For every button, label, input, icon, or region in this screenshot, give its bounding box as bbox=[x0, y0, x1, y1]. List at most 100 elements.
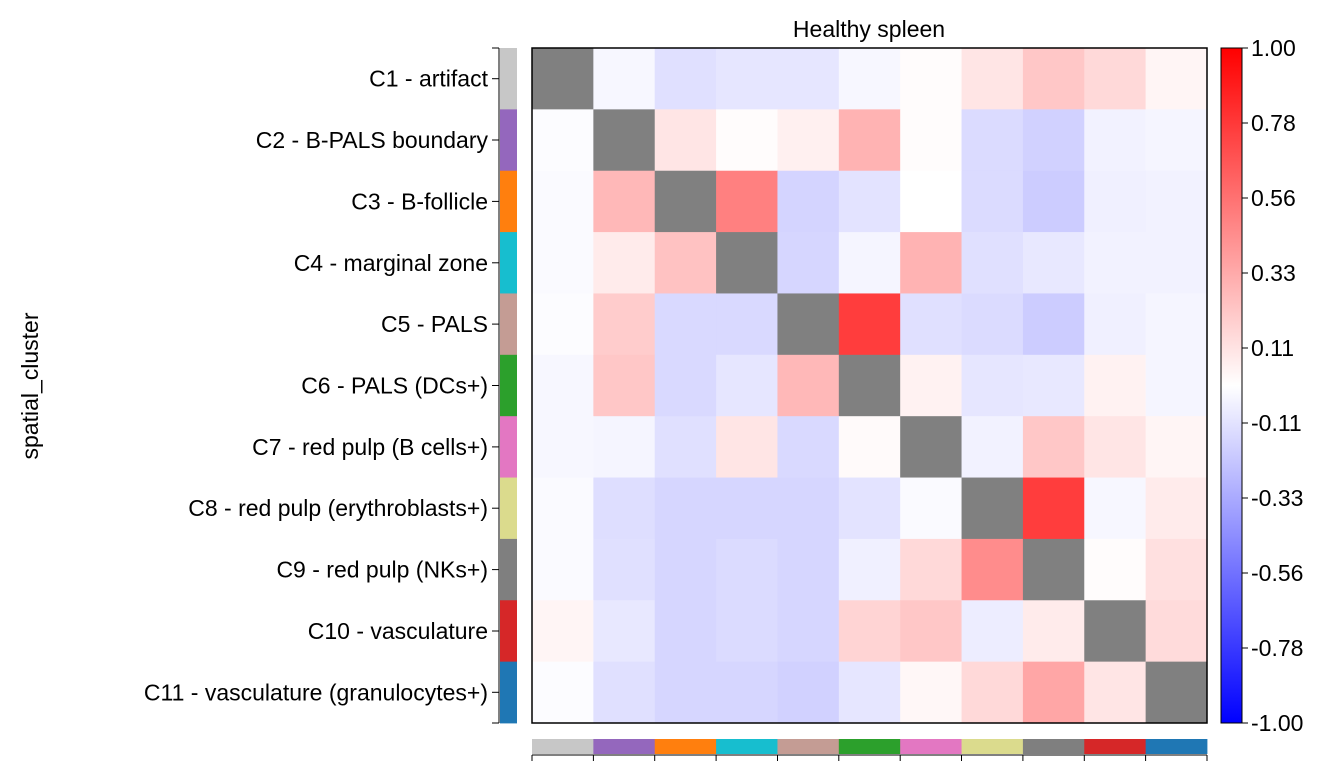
colorbar-tick-label: -0.56 bbox=[1251, 560, 1303, 586]
heatmap-cell bbox=[777, 354, 840, 417]
row-color-swatch bbox=[500, 661, 517, 724]
heatmap-cell bbox=[1084, 232, 1147, 294]
column-color-swatch bbox=[716, 739, 778, 754]
heatmap-cell bbox=[1084, 109, 1147, 172]
heatmap-cell bbox=[1022, 48, 1085, 110]
heatmap-cell bbox=[961, 109, 1024, 172]
colorbar-tick-label: 0.56 bbox=[1251, 185, 1296, 211]
heatmap-cell bbox=[838, 600, 901, 663]
column-color-swatch bbox=[593, 739, 656, 754]
column-color-swatch bbox=[961, 739, 1024, 754]
heatmap-cell bbox=[654, 538, 717, 601]
heatmap-cell bbox=[777, 109, 840, 172]
heatmap-cell bbox=[593, 477, 656, 540]
row-label: C5 - PALS bbox=[381, 311, 488, 337]
heatmap-cell bbox=[838, 293, 901, 356]
heatmap-cell bbox=[1084, 416, 1147, 478]
row-color-swatch bbox=[500, 600, 517, 663]
column-color-swatch bbox=[532, 739, 594, 754]
heatmap-cell bbox=[900, 232, 962, 294]
heatmap-cell bbox=[593, 661, 656, 724]
heatmap-cells bbox=[532, 48, 1208, 724]
heatmap-cell bbox=[532, 293, 594, 356]
row-color-swatch bbox=[500, 538, 517, 601]
heatmap-cell bbox=[654, 661, 717, 724]
row-color-strip bbox=[492, 47, 517, 724]
heatmap-cell bbox=[716, 48, 778, 110]
heatmap-cell bbox=[593, 538, 656, 601]
heatmap-cell bbox=[532, 232, 594, 294]
row-label: C9 - red pulp (NKs+) bbox=[276, 557, 488, 583]
heatmap-cell bbox=[900, 354, 962, 417]
heatmap-cell bbox=[838, 170, 901, 233]
heatmap-cell bbox=[716, 538, 778, 601]
heatmap-cell bbox=[716, 170, 778, 233]
heatmap-cell bbox=[1022, 477, 1085, 540]
heatmap-cell bbox=[777, 232, 840, 294]
heatmap-cell bbox=[532, 109, 594, 172]
column-color-swatch bbox=[654, 739, 717, 754]
row-label: C10 - vasculature bbox=[308, 618, 488, 644]
y-axis-label: spatial_cluster bbox=[17, 312, 43, 459]
colorbar-tick-label: 0.33 bbox=[1251, 260, 1296, 286]
heatmap-frame bbox=[531, 47, 1208, 724]
heatmap-cell bbox=[1022, 232, 1085, 294]
row-label: C8 - red pulp (erythroblasts+) bbox=[188, 495, 488, 521]
heatmap-cell bbox=[654, 109, 717, 172]
heatmap-cell bbox=[716, 109, 778, 172]
heatmap-cell bbox=[900, 477, 962, 540]
heatmap-cell bbox=[654, 170, 717, 233]
heatmap-cell bbox=[716, 293, 778, 356]
row-label: C11 - vasculature (granulocytes+) bbox=[144, 679, 488, 705]
heatmap-cell bbox=[1145, 661, 1208, 724]
heatmap-cell bbox=[900, 538, 962, 601]
heatmap-cell bbox=[961, 354, 1024, 417]
row-color-swatch bbox=[500, 354, 517, 417]
column-color-swatch bbox=[900, 739, 962, 754]
heatmap-cell bbox=[654, 354, 717, 417]
heatmap-cell bbox=[777, 538, 840, 601]
heatmap-cell bbox=[900, 416, 962, 478]
heatmap-cell bbox=[777, 661, 840, 724]
heatmap-cell bbox=[838, 661, 901, 724]
heatmap-cell bbox=[1022, 538, 1085, 601]
heatmap-cell bbox=[961, 477, 1024, 540]
heatmap-cell bbox=[838, 109, 901, 172]
heatmap-cell bbox=[532, 48, 594, 110]
heatmap-cell bbox=[900, 661, 962, 724]
heatmap-cell bbox=[1022, 600, 1085, 663]
row-color-swatch bbox=[500, 170, 517, 233]
heatmap-cell bbox=[593, 600, 656, 663]
heatmap-cell bbox=[838, 477, 901, 540]
heatmap-cell bbox=[838, 48, 901, 110]
column-color-swatch bbox=[777, 739, 840, 754]
heatmap-cell bbox=[532, 538, 594, 601]
heatmap-cell bbox=[654, 232, 717, 294]
heatmap-cell bbox=[1022, 170, 1085, 233]
heatmap-cell bbox=[716, 661, 778, 724]
heatmap-cell bbox=[1084, 293, 1147, 356]
column-color-strip bbox=[531, 739, 1208, 761]
heatmap-cell bbox=[593, 232, 656, 294]
heatmap-cell bbox=[900, 170, 962, 233]
heatmap-cell bbox=[900, 109, 962, 172]
column-color-swatch bbox=[1145, 739, 1208, 754]
heatmap-cell bbox=[654, 477, 717, 540]
heatmap-cell bbox=[961, 416, 1024, 478]
heatmap-cell bbox=[961, 232, 1024, 294]
column-color-swatch bbox=[838, 739, 901, 754]
heatmap-cell bbox=[1022, 661, 1085, 724]
row-label: C1 - artifact bbox=[369, 66, 488, 92]
colorbar-tick-label: 0.78 bbox=[1251, 110, 1296, 136]
heatmap-cell bbox=[716, 232, 778, 294]
heatmap-cell bbox=[961, 293, 1024, 356]
chart-title: Healthy spleen bbox=[793, 16, 945, 42]
heatmap-cell bbox=[838, 354, 901, 417]
heatmap-cell bbox=[654, 600, 717, 663]
row-label: C3 - B-follicle bbox=[351, 188, 488, 214]
heatmap-cell bbox=[716, 600, 778, 663]
heatmap-cell bbox=[716, 477, 778, 540]
heatmap-cell bbox=[716, 416, 778, 478]
heatmap-cell bbox=[777, 416, 840, 478]
